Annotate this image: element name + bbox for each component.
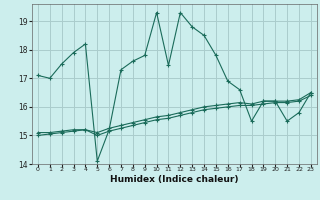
X-axis label: Humidex (Indice chaleur): Humidex (Indice chaleur) bbox=[110, 175, 239, 184]
